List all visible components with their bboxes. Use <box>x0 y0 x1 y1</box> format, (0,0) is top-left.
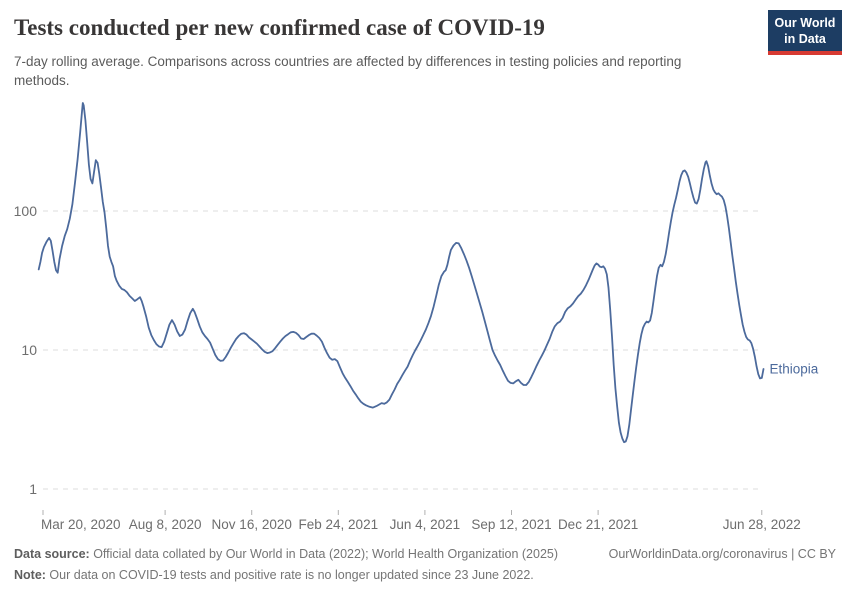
series-line-ethiopia[interactable] <box>37 102 765 444</box>
footer-source-line: Data source: Official data collated by O… <box>14 547 836 561</box>
x-tick-label: Dec 21, 2021 <box>558 517 638 532</box>
data-source-text: Data source: Official data collated by O… <box>14 547 558 561</box>
x-tick-label: Aug 8, 2020 <box>129 517 202 532</box>
footer-note-line: Note: Our data on COVID-19 tests and pos… <box>14 568 836 582</box>
x-tick-label: Feb 24, 2021 <box>299 517 379 532</box>
y-tick-label: 100 <box>14 203 38 219</box>
y-tick-label: 10 <box>21 342 37 358</box>
x-tick-label: Jun 28, 2022 <box>723 517 801 532</box>
x-tick-label: Mar 20, 2020 <box>41 517 121 532</box>
owid-logo[interactable]: Our World in Data <box>768 10 842 55</box>
owid-coronavirus-link[interactable]: OurWorldinData.org/coronavirus | CC BY <box>608 547 836 561</box>
chart-canvas[interactable]: 1 10 100 Mar 20, 2020 Aug 8, 2020 Nov 16, 202… <box>0 0 850 545</box>
entity-label-ethiopia[interactable]: Ethiopia <box>770 361 819 376</box>
page-subtitle: 7-day rolling average. Comparisons acros… <box>14 54 682 88</box>
y-tick-label: 1 <box>29 481 37 497</box>
x-tick-label: Jun 4, 2021 <box>390 517 461 532</box>
note-label: Note: <box>14 568 46 582</box>
page-title: Tests conducted per new confirmed case o… <box>14 15 545 40</box>
owid-logo-line1: Our World <box>774 16 836 30</box>
note-value: Our data on COVID-19 tests and positive … <box>45 568 534 582</box>
data-source-label: Data source: <box>14 547 90 561</box>
owid-logo-line2: in Data <box>784 32 826 46</box>
x-tick-label: Nov 16, 2020 <box>212 517 292 532</box>
data-source-value: Official data collated by Our World in D… <box>89 547 559 561</box>
x-tick-label: Sep 12, 2021 <box>471 517 551 532</box>
